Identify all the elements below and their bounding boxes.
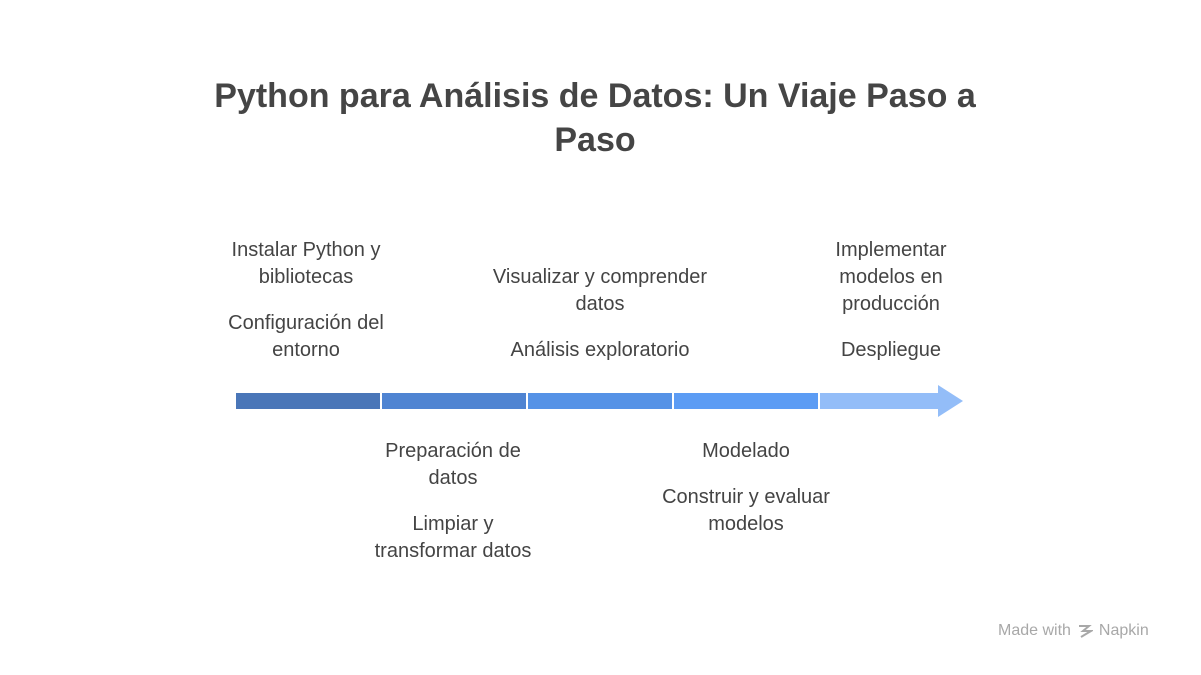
step-title: Visualizar y comprender datos (492, 266, 708, 315)
step-title: Preparación de datos (385, 440, 521, 489)
segment (236, 393, 380, 409)
step-description: Configuración del entorno (228, 312, 384, 361)
footer-brand: Napkin (1098, 622, 1149, 639)
step-description: Limpiar y transformar datos (374, 513, 532, 562)
step-description: Construir y evaluar modelos (662, 486, 830, 535)
step-description: Análisis exploratorio (510, 339, 690, 361)
arrow (820, 385, 963, 417)
step: Implementar modelos en producción Despli… (816, 237, 966, 364)
step: Instalar Python y bibliotecas Configurac… (206, 237, 406, 364)
step-description: Despliegue (840, 339, 942, 361)
step: Preparación de datos Limpiar y transform… (360, 438, 546, 565)
step-title: Instalar Python y bibliotecas (231, 239, 381, 288)
segment (674, 393, 818, 409)
step: Visualizar y comprender datos Análisis e… (490, 264, 710, 364)
title: Python para Análisis de Datos: Un Viaje … (214, 77, 976, 159)
segment (382, 393, 526, 409)
step-title: Implementar modelos en producción (835, 239, 947, 315)
napkin-logo (1078, 625, 1093, 638)
footer: Made with Napkin (998, 622, 1149, 640)
step: Modelado Construir y evaluar modelos (641, 438, 851, 538)
step-title: Modelado (702, 440, 790, 462)
footer-prefix: Made with (998, 622, 1071, 639)
segment (528, 393, 672, 409)
